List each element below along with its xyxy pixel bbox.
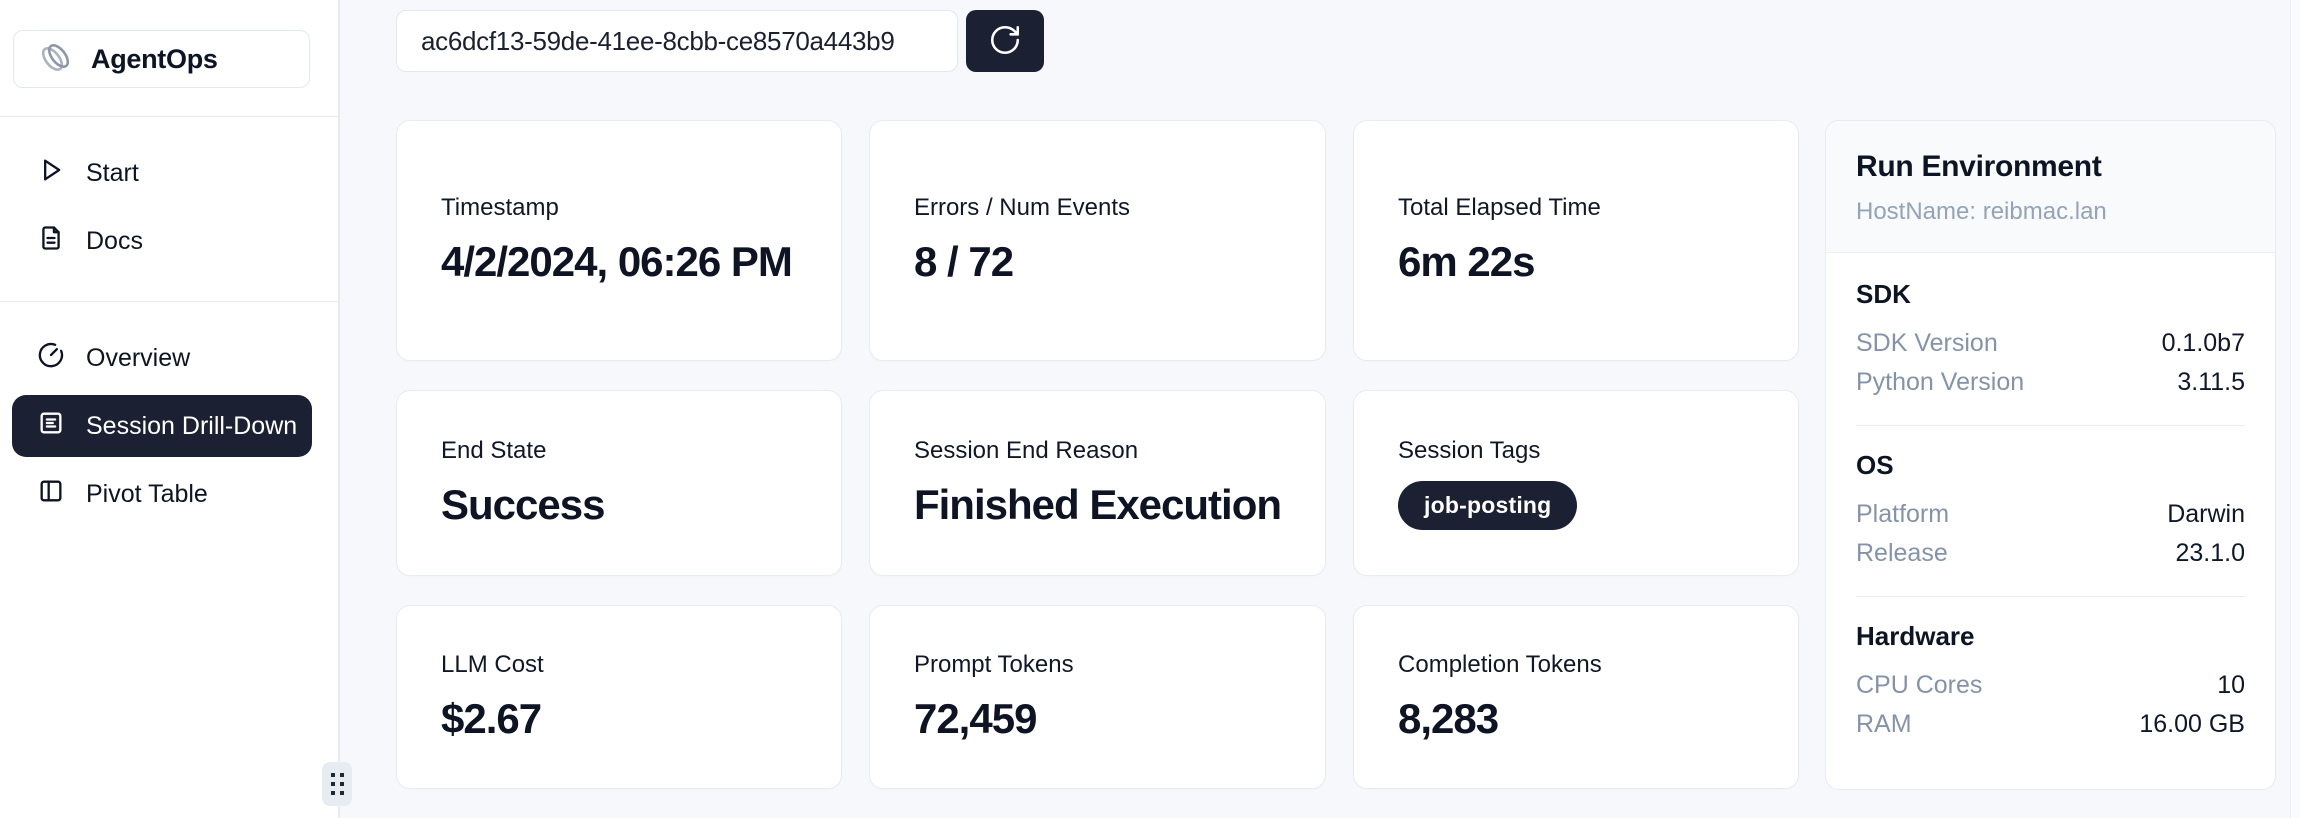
list-square-icon [37, 409, 65, 444]
env-row: Platform Darwin [1856, 495, 2245, 534]
refresh-button[interactable] [966, 10, 1044, 72]
brand-logo-button[interactable]: AgentOps [13, 30, 310, 88]
env-section-sdk: SDK SDK Version 0.1.0b7 Python Version 3… [1856, 279, 2245, 402]
sidebar-divider [0, 116, 340, 117]
card-total-elapsed-time: Total Elapsed Time 6m 22s [1353, 120, 1799, 361]
env-key: RAM [1856, 710, 1912, 738]
tag-list: job-posting [1398, 480, 1754, 530]
card-completion-tokens: Completion Tokens 8,283 [1353, 605, 1799, 789]
panel-left-icon [37, 477, 65, 512]
page-scrollbar[interactable] [2290, 0, 2300, 818]
card-timestamp: Timestamp 4/2/2024, 06:26 PM [396, 120, 842, 361]
section-heading: SDK [1856, 279, 1911, 309]
main-content: Timestamp 4/2/2024, 06:26 PM Errors / Nu… [342, 0, 2300, 818]
run-environment-body: SDK SDK Version 0.1.0b7 Python Version 3… [1826, 253, 2275, 770]
sidebar-item-session-drill-down[interactable]: Session Drill-Down [12, 395, 312, 457]
card-label: Prompt Tokens [913, 650, 1074, 678]
env-key: CPU Cores [1856, 671, 1983, 699]
env-row: Release 23.1.0 [1856, 534, 2245, 573]
run-environment-header: Run Environment HostName: reibmac.lan [1826, 121, 2275, 253]
card-label: Session End Reason [913, 436, 1139, 464]
env-section-hardware: Hardware CPU Cores 10 RAM 16.00 GB [1856, 621, 2245, 744]
sidebar-item-pivot-table[interactable]: Pivot Table [12, 463, 312, 525]
sidebar: AgentOps Start Docs [0, 0, 352, 818]
tag-badge: job-posting [1398, 480, 1578, 530]
card-label: Total Elapsed Time [1398, 194, 1601, 222]
card-label: LLM Cost [441, 650, 544, 678]
card-llm-cost: LLM Cost $2.67 [396, 605, 842, 789]
sidebar-item-overview[interactable]: Overview [12, 327, 312, 389]
env-value: 0.1.0b7 [2161, 329, 2245, 357]
document-icon [37, 224, 65, 259]
env-row: RAM 16.00 GB [1856, 705, 2245, 744]
run-environment-panel: Run Environment HostName: reibmac.lan SD… [1825, 120, 2276, 790]
env-value: 16.00 GB [2139, 710, 2245, 738]
section-heading: OS [1856, 450, 1894, 480]
env-value: 23.1.0 [2175, 539, 2245, 567]
env-key: Release [1856, 539, 1948, 567]
card-session-tags: Session Tags job-posting [1353, 390, 1799, 576]
sidebar-item-label: Overview [86, 343, 191, 372]
card-end-state: End State Success [396, 390, 842, 576]
env-key: SDK Version [1856, 329, 1998, 357]
metric-cards-grid: Timestamp 4/2/2024, 06:26 PM Errors / Nu… [396, 120, 1799, 789]
session-toolbar [396, 10, 1044, 72]
card-value: 6m 22s [1398, 238, 1535, 286]
env-key: Python Version [1856, 368, 2025, 396]
section-heading: Hardware [1856, 621, 1975, 651]
gauge-icon [37, 341, 65, 376]
sidebar-resize-handle[interactable] [322, 762, 352, 806]
hostname-text: HostName: reibmac.lan [1856, 198, 2107, 225]
rotate-cw-icon [988, 23, 1022, 60]
env-key: Platform [1856, 500, 1950, 528]
card-label: Session Tags [1398, 436, 1541, 464]
env-row: Python Version 3.11.5 [1856, 363, 2245, 402]
section-divider [1856, 425, 2245, 426]
env-row: SDK Version 0.1.0b7 [1856, 324, 2245, 363]
card-value: 8,283 [1398, 694, 1499, 742]
card-label: Completion Tokens [1398, 650, 1602, 678]
card-label: Timestamp [441, 194, 559, 222]
env-value: 10 [2217, 671, 2245, 699]
grip-dots-icon [330, 773, 344, 795]
card-label: Errors / Num Events [913, 194, 1131, 222]
sidebar-item-label: Start [86, 158, 139, 187]
panel-title: Run Environment [1856, 150, 2102, 183]
card-label: End State [441, 436, 547, 464]
play-icon [37, 156, 65, 191]
sidebar-item-label: Pivot Table [86, 479, 208, 508]
card-session-end-reason: Session End Reason Finished Execution [868, 390, 1327, 576]
env-value: 3.11.5 [2177, 368, 2245, 396]
sidebar-main-nav: Overview Session Drill-Down Pivot Table [12, 327, 312, 531]
card-prompt-tokens: Prompt Tokens 72,459 [868, 605, 1327, 789]
card-value: 8 / 72 [913, 238, 1014, 286]
sidebar-item-label: Docs [86, 226, 143, 255]
sidebar-item-label: Session Drill-Down [86, 411, 298, 440]
card-value: 72,459 [913, 694, 1037, 742]
card-value: 4/2/2024, 06:26 PM [441, 238, 793, 286]
sidebar-divider [0, 301, 340, 302]
agentops-logo-icon [34, 36, 76, 83]
card-value: Success [441, 480, 605, 528]
sidebar-top-nav: Start Docs [12, 142, 312, 278]
sidebar-item-docs[interactable]: Docs [12, 210, 312, 272]
env-value: Darwin [2167, 500, 2245, 528]
env-section-os: OS Platform Darwin Release 23.1.0 [1856, 450, 2245, 573]
card-value: $2.67 [441, 694, 542, 742]
card-errors-num-events: Errors / Num Events 8 / 72 [868, 120, 1327, 361]
brand-label: AgentOps [91, 43, 218, 74]
section-divider [1856, 596, 2245, 597]
session-id-input[interactable] [396, 10, 958, 72]
env-row: CPU Cores 10 [1856, 666, 2245, 705]
card-value: Finished Execution [913, 480, 1282, 528]
sidebar-item-start[interactable]: Start [12, 142, 312, 204]
